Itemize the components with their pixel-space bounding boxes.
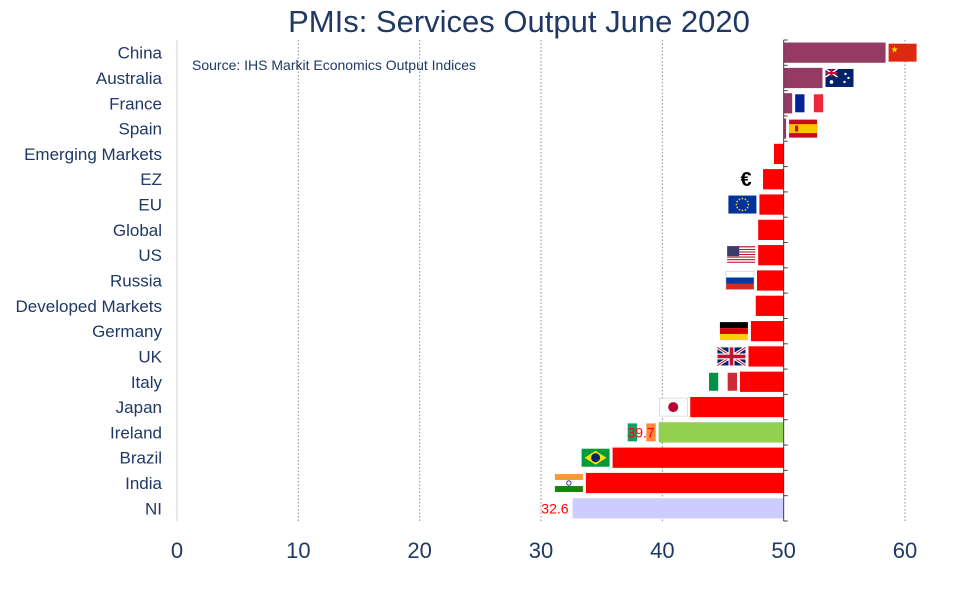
india-flag-icon — [554, 474, 583, 493]
flags: € — [554, 43, 917, 493]
uk-flag-icon — [716, 346, 747, 367]
category-label: Brazil — [119, 449, 162, 468]
bar-emerging-markets — [773, 143, 784, 165]
russia-flag-icon — [725, 271, 755, 290]
category-label: Spain — [119, 120, 162, 139]
x-tick-label: 20 — [407, 538, 431, 563]
category-label: Italy — [131, 373, 163, 392]
brazil-flag-icon — [581, 448, 610, 467]
category-label: Emerging Markets — [24, 145, 162, 164]
bar-ireland — [658, 422, 784, 443]
germany-flag-icon — [719, 322, 748, 341]
australia-flag-icon — [825, 68, 854, 87]
eu-flag-icon — [728, 195, 757, 214]
category-label: US — [138, 246, 162, 265]
us-flag-icon — [727, 246, 756, 265]
category-label: Australia — [96, 69, 163, 88]
category-label: Global — [113, 221, 162, 240]
japan-flag-icon — [658, 397, 688, 417]
x-tick-label: 0 — [171, 538, 183, 563]
bar-ez — [763, 169, 784, 190]
category-label: Germany — [92, 322, 162, 341]
bars — [572, 39, 886, 522]
category-label: NI — [145, 499, 162, 518]
data-label: 32.6 — [541, 500, 568, 516]
chart-title: PMIs: Services Output June 2020 — [288, 4, 750, 39]
category-label: India — [125, 474, 162, 493]
data-labels: 39.7 32.6 — [541, 424, 655, 516]
bar-italy — [739, 371, 784, 392]
ireland-flag-icon — [627, 423, 656, 442]
italy-flag-icon — [708, 372, 737, 391]
x-tick-label: 40 — [650, 538, 674, 563]
category-label: China — [118, 44, 163, 63]
category-label: EU — [138, 196, 162, 215]
category-label: Developed Markets — [16, 297, 162, 316]
category-label: Japan — [116, 398, 162, 417]
bar-russia — [756, 270, 784, 291]
x-tick-label: 10 — [286, 538, 310, 563]
category-labels: China Australia France Spain Emerging Market… — [16, 44, 163, 519]
bar-spain — [783, 118, 787, 139]
x-axis-ticks: 0 10 20 30 40 50 60 — [171, 538, 917, 563]
svg-text:€: € — [740, 169, 751, 191]
x-tick-label: 30 — [529, 538, 553, 563]
bar-india — [585, 472, 784, 494]
x-tick-label: 60 — [893, 538, 917, 563]
france-flag-icon — [795, 94, 824, 113]
category-label: France — [109, 94, 162, 113]
grid-lines — [176, 40, 906, 521]
euro-symbol-icon: € — [740, 169, 751, 191]
spain-flag-icon — [789, 119, 818, 138]
bar-eu — [759, 194, 784, 215]
category-label: Ireland — [110, 423, 162, 442]
bar-global — [758, 219, 784, 240]
data-label: 39.7 — [627, 424, 654, 440]
bar-china — [783, 42, 886, 63]
bar-us — [758, 245, 784, 266]
bar-developed-markets — [755, 295, 784, 316]
category-label: UK — [138, 347, 162, 366]
bar-australia — [783, 67, 823, 89]
bar-ni — [572, 498, 784, 519]
bar-germany — [750, 321, 784, 342]
chart-source: Source: IHS Markit Economics Output Indi… — [192, 57, 476, 73]
category-label: Russia — [110, 272, 163, 291]
bar-uk — [748, 346, 784, 367]
bar-brazil — [612, 447, 784, 468]
bar-japan — [690, 396, 784, 418]
china-flag-icon — [888, 43, 917, 62]
bar-france — [783, 93, 793, 114]
category-label: EZ — [140, 170, 162, 189]
x-tick-label: 50 — [771, 538, 795, 563]
